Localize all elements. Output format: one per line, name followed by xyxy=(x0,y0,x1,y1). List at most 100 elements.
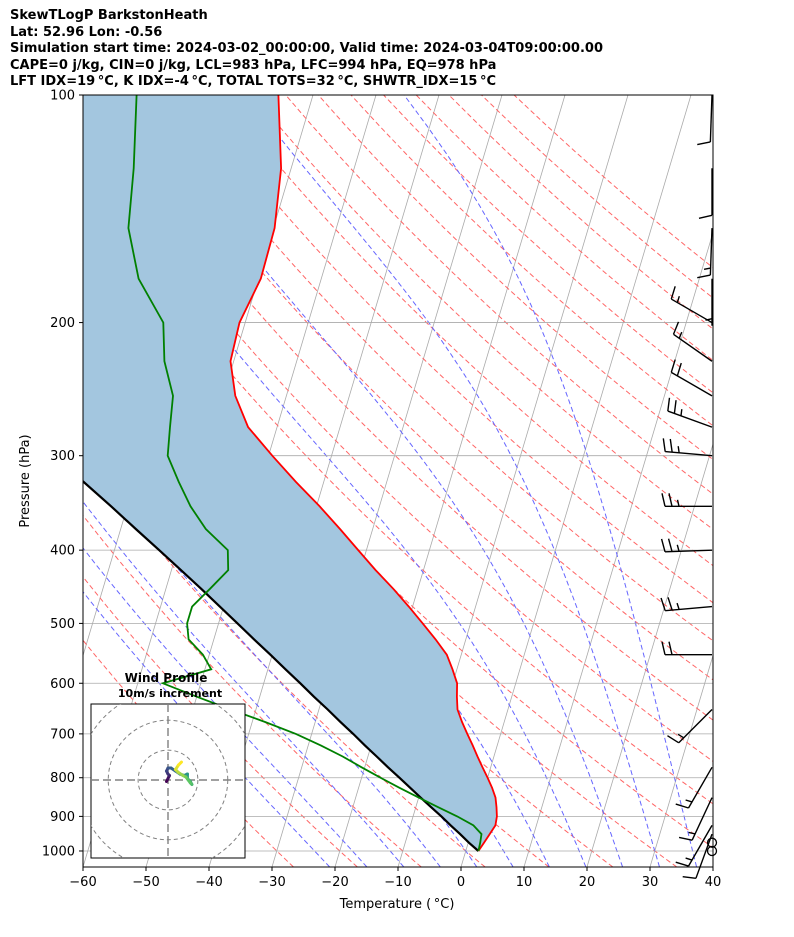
barb-flag xyxy=(675,803,689,809)
y-tick-label: 400 xyxy=(50,544,75,559)
barb-flag xyxy=(673,400,677,414)
wind-barb xyxy=(675,766,713,809)
chart-title: SkewTLogP BarkstonHeath xyxy=(10,8,208,23)
x-tick-label: −10 xyxy=(384,875,411,890)
barb-shaft xyxy=(709,94,713,142)
moist-adiabat-line xyxy=(130,95,624,867)
x-tick-label: 30 xyxy=(642,875,659,890)
y-tick-label: 500 xyxy=(50,617,75,632)
isotherm-line xyxy=(208,95,440,867)
calm-circle xyxy=(706,837,718,848)
isotherm-line xyxy=(586,442,713,867)
barb-half-flag xyxy=(677,446,680,453)
moist-adiabat-line xyxy=(83,500,405,867)
barb-shaft xyxy=(695,833,713,879)
wind-barb xyxy=(670,359,713,397)
barb-shaft xyxy=(678,709,713,744)
barb-flag xyxy=(678,836,693,841)
x-tick-label: −20 xyxy=(321,875,348,890)
barb-flag xyxy=(676,362,682,377)
y-tick-label: 900 xyxy=(50,810,75,825)
moist-adiabat-line xyxy=(403,95,698,867)
moist-adiabat-line xyxy=(245,95,660,867)
wind-barb xyxy=(675,825,713,867)
barb-flag xyxy=(661,641,666,655)
x-tick-label: −30 xyxy=(258,875,285,890)
y-tick-label: 800 xyxy=(50,771,75,786)
barb-half-flag xyxy=(676,602,680,610)
barb-flag xyxy=(697,274,711,279)
barb-flag xyxy=(668,641,673,655)
wind-barb xyxy=(682,833,713,880)
wind-barb xyxy=(661,493,712,508)
isotherm-line xyxy=(460,95,692,867)
moist-adiabat-line xyxy=(83,547,368,867)
y-tick-label: 100 xyxy=(50,89,75,104)
dry-adiabat-line xyxy=(122,95,713,681)
barb-shaft xyxy=(667,410,713,428)
dry-adiabat-line xyxy=(83,514,422,867)
x-axis-ticks: −60 −50 −40 −30 −20 −10 0 10 20 30 40 xyxy=(69,867,721,890)
wind-barb xyxy=(667,397,713,428)
x-tick-label: −40 xyxy=(195,875,222,890)
dry-adiabat-line xyxy=(481,95,713,299)
barb-half-flag xyxy=(688,831,696,835)
wind-barb xyxy=(672,321,713,362)
x-tick-label: 20 xyxy=(579,875,596,890)
dry-adiabat-line xyxy=(252,95,713,530)
wind-barb xyxy=(705,278,713,326)
dry-adiabat-line xyxy=(83,455,486,867)
barb-flag xyxy=(682,875,697,880)
dry-adiabat-line xyxy=(83,182,713,805)
barb-flag xyxy=(660,597,666,611)
moist-adiabat-line xyxy=(83,148,587,867)
barb-flag xyxy=(667,397,671,412)
wind-barb xyxy=(698,168,713,219)
shaded-area xyxy=(83,95,497,851)
barb-flag xyxy=(668,493,673,507)
barb-flag xyxy=(667,597,673,611)
barb-flag xyxy=(661,493,666,507)
dry-adiabat-line xyxy=(89,95,713,721)
barb-shaft xyxy=(670,298,713,324)
wind-barbs xyxy=(660,94,718,880)
dry-adiabat-line xyxy=(83,132,713,763)
isotherm-line xyxy=(523,231,713,867)
y-tick-label: 600 xyxy=(50,677,75,692)
isotherm-line xyxy=(712,865,713,867)
indices-line: LFT IDX=19 °C, K IDX=-4 °C, TOTAL TOTS=3… xyxy=(10,74,497,89)
hodograph-ring xyxy=(137,749,199,811)
wind-barb xyxy=(706,837,718,848)
wind-barb xyxy=(670,286,713,324)
barb-flag xyxy=(670,286,676,300)
time-line: Simulation start time: 2024-03-02_00:00:… xyxy=(10,41,603,56)
calm-circle xyxy=(706,845,718,857)
barb-half-flag xyxy=(685,857,693,861)
parameters-line: CAPE=0 j/kg, CIN=0 j/kg, LCL=983 hPa, LF… xyxy=(10,57,497,73)
wind-barb xyxy=(661,641,712,656)
barb-shaft xyxy=(709,228,713,276)
barb-shaft xyxy=(665,605,713,612)
wind-profile-inset: Wind Profile 10m/s increment xyxy=(90,671,246,859)
barb-half-flag xyxy=(680,409,683,416)
dewpoint-line xyxy=(127,95,483,852)
location-line: Lat: 52.96 Lon: -0.56 xyxy=(10,24,163,40)
chart-header: SkewTLogP BarkstonHeath Lat: 52.96 Lon: … xyxy=(10,8,603,91)
barb-flag xyxy=(698,214,713,219)
wind-barb xyxy=(662,438,713,457)
barb-half-flag xyxy=(676,295,680,303)
y-axis-label: Pressure (hPa) xyxy=(18,434,33,527)
x-tick-label: 0 xyxy=(457,875,465,890)
barb-flag xyxy=(697,141,711,146)
barb-flag xyxy=(660,538,666,552)
barb-flag xyxy=(662,438,666,452)
barb-shaft xyxy=(687,825,713,867)
wind-barb xyxy=(660,597,713,612)
y-tick-label: 700 xyxy=(50,727,75,742)
inset-subtitle: 10m/s increment xyxy=(118,687,222,700)
wind-barb xyxy=(706,845,718,857)
barb-shaft xyxy=(670,371,713,397)
barb-half-flag xyxy=(678,331,683,339)
temperature-line xyxy=(229,95,498,852)
